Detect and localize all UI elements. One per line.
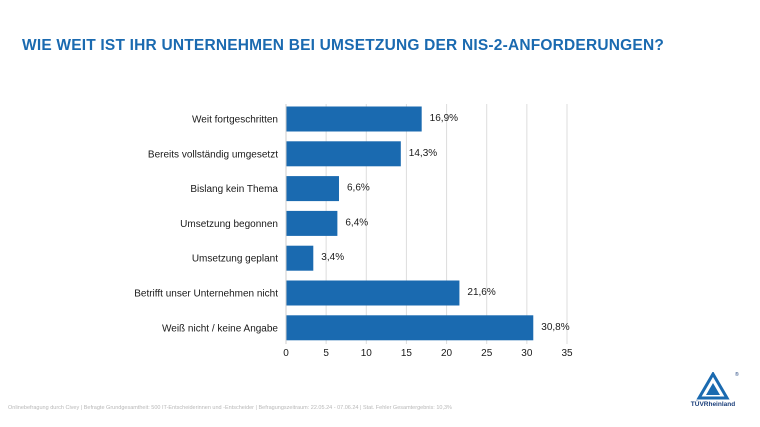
category-label: Weit fortgeschritten — [192, 115, 278, 126]
x-tick-label: 35 — [561, 348, 573, 359]
bar — [286, 176, 339, 202]
bar — [286, 280, 460, 306]
category-label: Betrifft unser Unternehmen nicht — [134, 289, 278, 300]
value-label: 16,9% — [430, 113, 458, 124]
value-label: 30,8% — [541, 322, 569, 333]
logo-text: TÜVRheinland — [690, 401, 736, 408]
x-tick-label: 5 — [323, 348, 329, 359]
value-label: 6,4% — [345, 217, 368, 228]
bar — [286, 210, 338, 236]
category-label: Umsetzung begonnen — [180, 219, 278, 230]
bar — [286, 106, 422, 132]
value-label: 21,6% — [467, 287, 495, 298]
x-tick-label: 0 — [283, 348, 289, 359]
value-label: 6,6% — [347, 183, 370, 194]
value-label: 3,4% — [321, 252, 344, 263]
category-label: Bislang kein Thema — [190, 184, 278, 195]
bar — [286, 245, 314, 271]
x-tick-label: 25 — [481, 348, 493, 359]
tuv-triangle-icon — [696, 371, 730, 400]
bar — [286, 315, 534, 341]
footnote: Onlinebefragung durch Civey | Befragte G… — [8, 405, 452, 411]
x-tick-label: 30 — [521, 348, 533, 359]
chart-title: WIE WEIT IST IHR UNTERNEHMEN BEI UMSETZU… — [22, 37, 665, 54]
category-label: Weiß nicht / keine Angabe — [162, 323, 278, 334]
bar — [286, 141, 401, 167]
value-label: 14,3% — [409, 148, 437, 159]
x-tick-label: 20 — [441, 348, 453, 359]
x-tick-label: 15 — [401, 348, 413, 359]
category-label: Umsetzung geplant — [192, 254, 278, 265]
tuv-logo: ® TÜVRheinland — [683, 371, 743, 412]
x-tick-label: 10 — [361, 348, 373, 359]
category-label: Bereits vollständig umgesetzt — [148, 149, 278, 160]
logo-registered-mark: ® — [735, 372, 739, 378]
